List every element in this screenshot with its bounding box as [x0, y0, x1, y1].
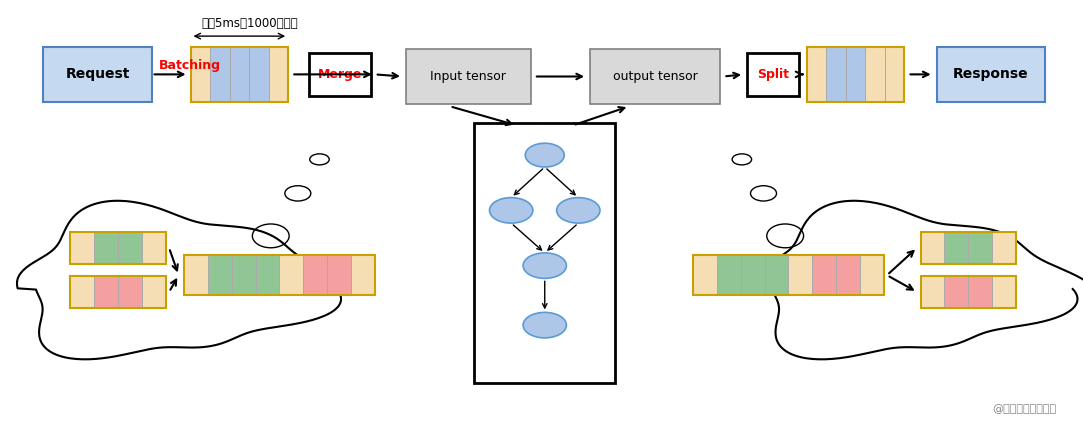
Text: Request: Request	[65, 68, 130, 81]
Bar	[921, 276, 944, 308]
Ellipse shape	[557, 198, 600, 223]
Bar	[747, 53, 799, 96]
Bar	[191, 47, 288, 102]
Bar	[860, 255, 884, 295]
Bar	[921, 276, 1016, 308]
Bar	[184, 255, 208, 295]
Bar	[191, 47, 210, 102]
Bar	[807, 47, 904, 102]
Bar	[249, 47, 269, 102]
Bar	[351, 255, 375, 295]
Bar	[717, 255, 741, 295]
Bar	[944, 276, 968, 308]
Bar	[921, 232, 1016, 264]
Bar	[94, 232, 118, 264]
Bar	[118, 276, 142, 308]
Bar	[807, 47, 826, 102]
Bar	[590, 49, 720, 104]
Bar	[741, 255, 765, 295]
Bar	[232, 255, 256, 295]
Bar	[184, 255, 375, 295]
Bar	[94, 276, 118, 308]
Bar	[309, 53, 371, 96]
Bar	[327, 255, 351, 295]
Bar	[812, 255, 836, 295]
Bar	[210, 47, 230, 102]
Bar	[303, 255, 327, 295]
Text: @稀土掘金技术社区: @稀土掘金技术社区	[992, 404, 1056, 414]
Bar	[846, 47, 865, 102]
Text: 等待5ms，1000个广告: 等待5ms，1000个广告	[201, 17, 298, 30]
Bar	[208, 255, 232, 295]
Bar	[406, 49, 531, 104]
Bar	[474, 123, 615, 383]
Text: Split: Split	[757, 68, 790, 81]
Text: Batching: Batching	[158, 60, 221, 72]
Bar	[142, 276, 166, 308]
Bar	[968, 232, 992, 264]
Bar	[118, 232, 142, 264]
Bar	[70, 232, 166, 264]
Bar	[788, 255, 812, 295]
Bar	[921, 232, 944, 264]
Bar	[693, 255, 717, 295]
Text: Merge: Merge	[318, 68, 362, 81]
Bar	[826, 47, 846, 102]
Bar	[865, 47, 885, 102]
Bar	[885, 47, 904, 102]
Bar	[230, 47, 249, 102]
Bar	[992, 276, 1016, 308]
Bar	[279, 255, 303, 295]
Ellipse shape	[525, 143, 564, 167]
Bar	[142, 232, 166, 264]
Ellipse shape	[490, 198, 533, 223]
Bar	[944, 232, 968, 264]
Bar	[693, 255, 884, 295]
Bar	[256, 255, 279, 295]
Text: Response: Response	[953, 68, 1029, 81]
Text: output tensor: output tensor	[613, 70, 697, 83]
Bar	[43, 47, 152, 102]
Bar	[992, 232, 1016, 264]
Bar	[765, 255, 788, 295]
Bar	[937, 47, 1045, 102]
Ellipse shape	[523, 253, 566, 278]
Bar	[70, 232, 94, 264]
Text: Input tensor: Input tensor	[430, 70, 507, 83]
Ellipse shape	[523, 312, 566, 338]
Bar	[968, 276, 992, 308]
Bar	[836, 255, 860, 295]
Bar	[269, 47, 288, 102]
Bar	[70, 276, 166, 308]
Bar	[70, 276, 94, 308]
